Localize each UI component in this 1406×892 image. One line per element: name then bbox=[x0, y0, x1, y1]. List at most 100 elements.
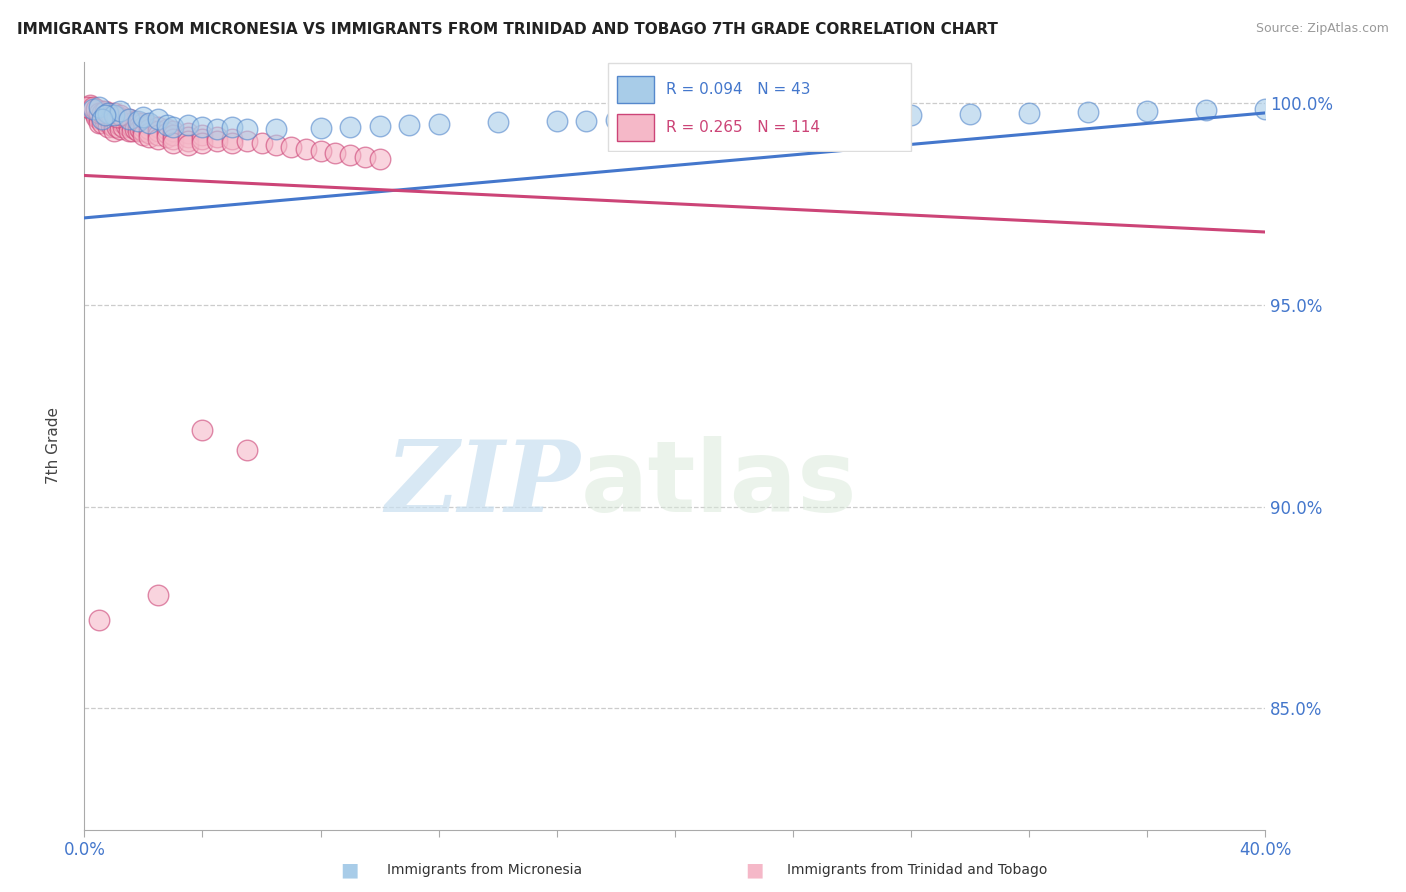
Point bbox=[100, 114, 122, 128]
Point bbox=[605, 112, 627, 127]
Point bbox=[118, 124, 141, 138]
Point bbox=[124, 118, 146, 132]
Point bbox=[723, 111, 745, 125]
Point bbox=[114, 114, 136, 128]
Point bbox=[108, 110, 131, 124]
Point bbox=[97, 116, 120, 130]
Point bbox=[105, 112, 128, 126]
Point bbox=[575, 113, 598, 128]
Point bbox=[82, 102, 104, 116]
Point bbox=[162, 136, 184, 151]
Point bbox=[132, 120, 155, 134]
Point bbox=[127, 120, 149, 134]
Point bbox=[82, 100, 104, 114]
Point bbox=[129, 122, 152, 136]
Point bbox=[221, 120, 243, 134]
Point bbox=[91, 112, 114, 126]
Point bbox=[156, 130, 179, 145]
Point bbox=[97, 112, 120, 126]
Point bbox=[121, 124, 143, 138]
Point bbox=[177, 138, 200, 153]
Point bbox=[841, 109, 863, 123]
Point bbox=[266, 122, 288, 136]
Point bbox=[156, 126, 179, 140]
Point bbox=[121, 120, 143, 134]
Point bbox=[82, 103, 104, 118]
Point bbox=[138, 116, 160, 130]
Point bbox=[138, 122, 160, 136]
Point bbox=[76, 100, 98, 114]
Point bbox=[177, 130, 200, 145]
Text: ■: ■ bbox=[340, 860, 359, 880]
Point bbox=[124, 122, 146, 136]
Point bbox=[398, 118, 420, 132]
Point bbox=[156, 118, 179, 132]
Point bbox=[108, 108, 131, 122]
Text: Source: ZipAtlas.com: Source: ZipAtlas.com bbox=[1256, 22, 1389, 36]
Point bbox=[121, 116, 143, 130]
Point bbox=[97, 106, 120, 120]
Point bbox=[97, 120, 120, 134]
Point bbox=[156, 122, 179, 136]
Point bbox=[82, 102, 104, 116]
Point bbox=[250, 136, 273, 151]
Point bbox=[103, 116, 125, 130]
Point bbox=[129, 118, 152, 132]
Point bbox=[118, 120, 141, 134]
Point bbox=[191, 423, 214, 437]
Point bbox=[118, 112, 141, 126]
Point bbox=[221, 136, 243, 151]
Point bbox=[368, 153, 391, 167]
Point bbox=[427, 117, 450, 131]
Point bbox=[132, 128, 155, 142]
Point bbox=[94, 114, 117, 128]
Text: atlas: atlas bbox=[581, 436, 858, 533]
Point bbox=[118, 116, 141, 130]
Point bbox=[236, 134, 259, 148]
Point bbox=[162, 128, 184, 142]
Point bbox=[309, 120, 332, 135]
Point bbox=[84, 102, 107, 116]
Point bbox=[162, 120, 184, 134]
Text: 7th Grade: 7th Grade bbox=[46, 408, 60, 484]
Point bbox=[87, 100, 111, 114]
Point bbox=[84, 106, 107, 120]
Point bbox=[87, 112, 111, 126]
Point bbox=[236, 122, 259, 136]
Point bbox=[94, 103, 117, 118]
Point bbox=[138, 118, 160, 132]
Point bbox=[118, 112, 141, 126]
Bar bbox=[617, 114, 654, 141]
Point bbox=[191, 132, 214, 146]
Point bbox=[148, 128, 170, 142]
Point bbox=[105, 110, 128, 124]
Point bbox=[295, 142, 318, 156]
Point bbox=[91, 103, 114, 118]
Point bbox=[124, 114, 146, 128]
Point bbox=[1195, 103, 1218, 117]
Text: R = 0.265   N = 114: R = 0.265 N = 114 bbox=[666, 120, 821, 135]
Point bbox=[87, 106, 111, 120]
Point bbox=[105, 120, 128, 134]
Point bbox=[138, 126, 160, 140]
Point bbox=[100, 118, 122, 132]
Point bbox=[111, 112, 134, 126]
Text: Immigrants from Micronesia: Immigrants from Micronesia bbox=[387, 863, 582, 877]
Point bbox=[1254, 102, 1277, 116]
Text: Immigrants from Trinidad and Tobago: Immigrants from Trinidad and Tobago bbox=[787, 863, 1047, 877]
Point bbox=[959, 107, 981, 121]
Point bbox=[177, 134, 200, 148]
Point bbox=[97, 108, 120, 122]
Point bbox=[127, 114, 149, 128]
Point bbox=[191, 120, 214, 134]
Point bbox=[103, 120, 125, 134]
Point bbox=[84, 110, 107, 124]
Point bbox=[207, 134, 229, 148]
Point bbox=[1018, 106, 1040, 120]
Point bbox=[693, 112, 716, 126]
Point bbox=[79, 100, 101, 114]
Point bbox=[103, 108, 125, 122]
Point bbox=[325, 146, 347, 161]
Point bbox=[900, 108, 922, 122]
Point bbox=[266, 138, 288, 153]
